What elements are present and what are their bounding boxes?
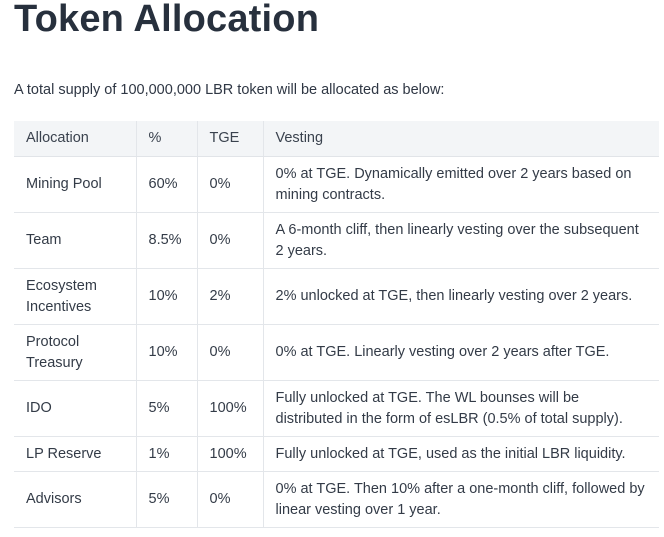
percent-cell: 5% — [135, 471, 197, 528]
allocation-cell: Ecosystem Incentives — [14, 268, 136, 325]
table-row: Protocol Treasury 10% 0% 0% at TGE. Line… — [14, 324, 659, 381]
intro-text: A total supply of 100,000,000 LBR token … — [14, 82, 445, 98]
tge-cell: 100% — [196, 436, 263, 472]
allocation-cell: Mining Pool — [14, 156, 136, 213]
tge-cell: 0% — [196, 324, 263, 381]
tge-cell: 100% — [196, 380, 263, 437]
table-row: Advisors 5% 0% 0% at TGE. Then 10% after… — [14, 471, 659, 528]
table-row: IDO 5% 100% Fully unlocked at TGE. The W… — [14, 380, 659, 437]
vesting-cell: 0% at TGE. Linearly vesting over 2 years… — [262, 324, 659, 381]
vesting-cell: 0% at TGE. Dynamically emitted over 2 ye… — [262, 156, 659, 213]
column-header-tge: TGE — [196, 121, 263, 157]
table-row: Mining Pool 60% 0% 0% at TGE. Dynamicall… — [14, 156, 659, 213]
vesting-cell: 0% at TGE. Then 10% after a one-month cl… — [262, 471, 659, 528]
vesting-cell: 2% unlocked at TGE, then linearly vestin… — [262, 268, 659, 325]
percent-cell: 5% — [135, 380, 197, 437]
percent-cell: 1% — [135, 436, 197, 472]
table-row: LP Reserve 1% 100% Fully unlocked at TGE… — [14, 436, 659, 472]
allocation-cell: Team — [14, 212, 136, 269]
allocation-table: Allocation % TGE Vesting Mining Pool 60%… — [14, 121, 659, 528]
percent-cell: 10% — [135, 268, 197, 325]
allocation-cell: Protocol Treasury — [14, 324, 136, 381]
allocation-cell: Advisors — [14, 471, 136, 528]
table-row: Ecosystem Incentives 10% 2% 2% unlocked … — [14, 268, 659, 325]
vesting-cell: A 6-month cliff, then linearly vesting o… — [262, 212, 659, 269]
tge-cell: 0% — [196, 212, 263, 269]
page-title: Token Allocation — [14, 0, 320, 40]
percent-cell: 60% — [135, 156, 197, 213]
column-header-percent: % — [135, 121, 197, 157]
vesting-cell: Fully unlocked at TGE, used as the initi… — [262, 436, 659, 472]
column-header-allocation: Allocation — [14, 121, 136, 157]
allocation-cell: IDO — [14, 380, 136, 437]
percent-cell: 8.5% — [135, 212, 197, 269]
tge-cell: 2% — [196, 268, 263, 325]
vesting-cell: Fully unlocked at TGE. The WL bounses wi… — [262, 380, 659, 437]
tge-cell: 0% — [196, 156, 263, 213]
column-header-vesting: Vesting — [262, 121, 659, 157]
percent-cell: 10% — [135, 324, 197, 381]
table-row: Team 8.5% 0% A 6-month cliff, then linea… — [14, 212, 659, 269]
tge-cell: 0% — [196, 471, 263, 528]
table-header-row: Allocation % TGE Vesting — [14, 121, 659, 157]
allocation-cell: LP Reserve — [14, 436, 136, 472]
